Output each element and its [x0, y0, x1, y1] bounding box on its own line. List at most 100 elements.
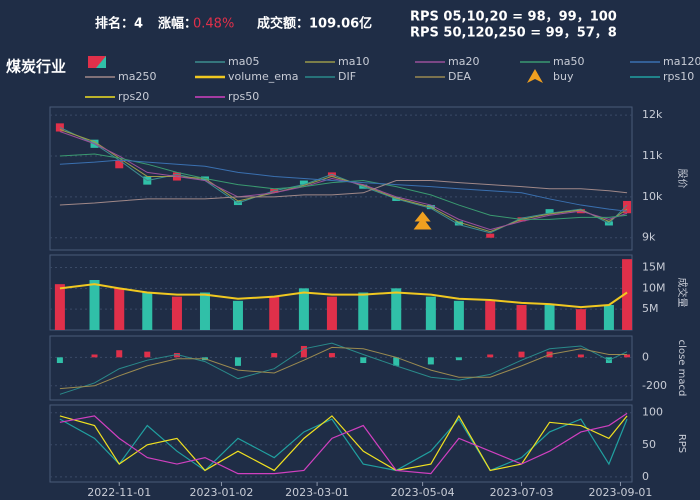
legend-label: buy — [553, 70, 574, 83]
y-tick-label: 10k — [642, 190, 663, 203]
volume-bar — [603, 305, 614, 330]
macd-bar — [144, 351, 151, 358]
y-tick-label: 100 — [642, 406, 663, 419]
y-tick-label: 9k — [642, 231, 656, 244]
macd-line — [59, 342, 628, 395]
macd-bar — [300, 345, 307, 358]
macd-bar — [360, 357, 367, 364]
legend-label: ma120 — [663, 55, 700, 68]
legend-label: ma20 — [448, 55, 479, 68]
legend-label: DEA — [448, 70, 471, 83]
macd-bar — [173, 353, 180, 358]
ma-line — [59, 180, 628, 206]
volume-bar — [298, 288, 309, 330]
candle-body — [454, 221, 463, 226]
volume-bar — [453, 300, 464, 330]
y-tick-label: -200 — [642, 379, 667, 392]
rps-short: RPS 05,10,20 = 98，99，100 — [410, 10, 617, 25]
y-tick-label: 11k — [642, 149, 663, 162]
rps-line — [59, 418, 628, 472]
panel-frame — [49, 335, 633, 401]
volume-bar — [269, 296, 280, 330]
ma-line — [59, 159, 628, 212]
rps-long: RPS 50,120,250 = 99，57，8 — [410, 26, 617, 41]
volume-bar — [171, 296, 182, 330]
chart-title: 煤炭行业 — [6, 58, 66, 76]
volume-bar — [54, 284, 65, 330]
change: 0.48% — [193, 17, 234, 32]
volume-bar — [114, 288, 125, 330]
legend-label: rps10 — [663, 70, 694, 83]
turnover: 成交额：109.06亿 — [257, 16, 372, 32]
volume-bar — [516, 305, 527, 330]
macd-bar — [234, 357, 241, 366]
legend-label: rps20 — [118, 90, 149, 103]
x-tick-label: 2023-05-04 — [391, 486, 455, 499]
ema-line — [59, 283, 628, 309]
y-tick-label: 10M — [642, 281, 666, 294]
macd-bar — [271, 353, 278, 358]
panel-frame — [49, 404, 633, 483]
y-axis-label: 成交量 — [676, 278, 689, 308]
volume-bar — [425, 296, 436, 330]
buy-marker — [413, 211, 432, 230]
macd-bar — [487, 354, 494, 358]
volume-bar — [142, 292, 153, 330]
volume-bar — [575, 309, 586, 330]
volume-bar — [358, 292, 369, 330]
candle-body — [486, 233, 495, 238]
y-tick-label: 0 — [642, 470, 649, 483]
volume-bar — [326, 296, 337, 330]
x-tick-label: 2023-07-03 — [490, 486, 554, 499]
macd-bar — [393, 357, 400, 366]
candle-body — [115, 160, 124, 169]
y-tick-label: 15M — [642, 261, 666, 274]
volume-bar — [199, 292, 210, 330]
candle-body — [623, 200, 632, 214]
x-tick-label: 2023-01-02 — [189, 486, 253, 499]
y-tick-label: 12k — [642, 108, 663, 121]
x-tick-label: 2022-11-01 — [87, 486, 151, 499]
volume-bar — [391, 288, 402, 330]
candle-body — [545, 209, 554, 214]
macd-bar — [577, 354, 584, 358]
y-axis-label: 股价 — [676, 169, 688, 189]
volume-bar — [622, 259, 633, 330]
rps-line — [59, 414, 628, 472]
legend-label: volume_ema — [228, 70, 298, 83]
rank: 排名：4 — [95, 16, 143, 32]
ma-line — [59, 128, 628, 233]
macd-bar — [56, 357, 63, 364]
x-tick-label: 2023-09-01 — [588, 486, 652, 499]
legend-label: ma50 — [553, 55, 584, 68]
volume-bar — [89, 280, 100, 330]
y-axis-label: RPS — [676, 434, 687, 453]
legend-label: DIF — [338, 70, 356, 83]
y-axis-label: close macd — [676, 340, 687, 397]
y-tick-label: 0 — [642, 350, 649, 363]
macd-line — [59, 346, 628, 390]
macd-bar — [624, 354, 631, 358]
y-tick-label: 50 — [642, 438, 656, 451]
legend-swatch — [527, 69, 543, 83]
macd-bar — [91, 354, 98, 358]
panel-frame — [49, 106, 633, 251]
legend-label: ma05 — [228, 55, 259, 68]
y-tick-label: 5M — [642, 302, 659, 315]
legend-label: ma250 — [118, 70, 156, 83]
macd-bar — [518, 351, 525, 358]
macd-bar — [455, 357, 462, 361]
volume-bar — [232, 300, 243, 330]
macd-bar — [328, 353, 335, 358]
swatch-down — [96, 56, 106, 68]
macd-bar — [116, 350, 123, 358]
legend-label: ma10 — [338, 55, 369, 68]
candle-legend-swatch — [88, 56, 106, 68]
change-label: 涨幅： — [157, 16, 197, 32]
volume-bar — [544, 305, 555, 330]
volume-bar — [485, 300, 496, 330]
candle-body — [299, 180, 308, 185]
legend-label: rps50 — [228, 90, 259, 103]
macd-bar — [427, 357, 434, 365]
